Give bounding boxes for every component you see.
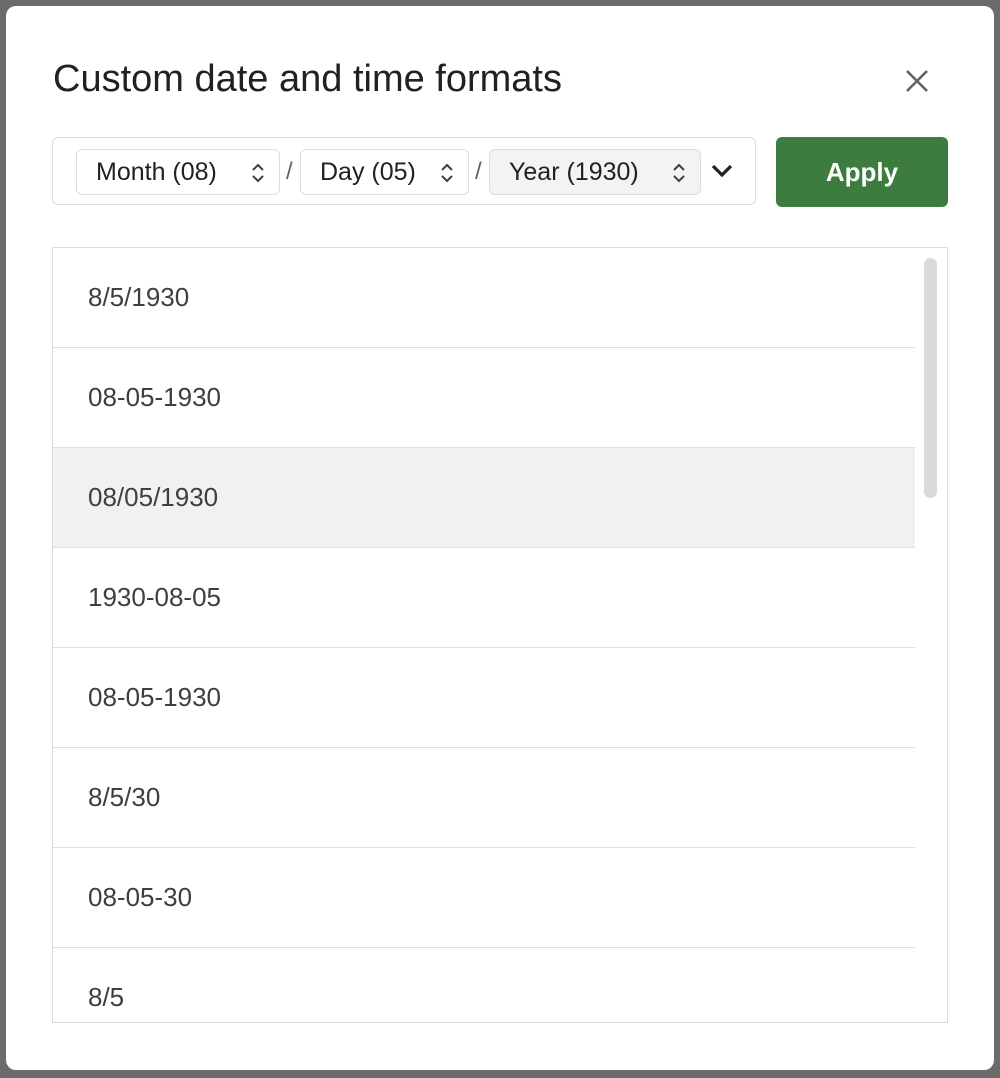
up-down-icon [441,163,453,183]
separator: / [475,158,482,185]
close-icon [906,70,928,92]
day-chip[interactable]: Day (05) [300,149,469,195]
up-down-icon [673,163,685,183]
format-option[interactable]: 1930-08-05 [53,548,915,648]
apply-button[interactable]: Apply [776,137,948,207]
format-option[interactable]: 8/5/1930 [53,248,915,348]
month-chip-label: Month (08) [96,157,217,186]
scrollbar-thumb[interactable] [924,258,937,498]
format-option[interactable]: 08-05-1930 [53,648,915,748]
up-down-icon [252,163,264,183]
year-chip[interactable]: Year (1930) [489,149,701,195]
format-option[interactable]: 8/5/30 [53,748,915,848]
month-chip[interactable]: Month (08) [76,149,280,195]
format-list: 8/5/1930 08-05-1930 08/05/1930 1930-08-05 08… [52,247,948,1023]
format-option[interactable]: 08-05-30 [53,848,915,948]
close-button[interactable] [900,64,934,98]
format-option[interactable]: 08-05-1930 [53,348,915,448]
dialog-title: Custom date and time formats [53,58,562,100]
chevron-down-icon[interactable] [709,158,735,184]
date-format-picker: Month (08) / Day (05) / Year (1930) [52,137,756,205]
format-option[interactable]: 08/05/1930 [53,448,915,548]
separator: / [286,158,293,185]
year-chip-label: Year (1930) [509,157,639,186]
custom-date-format-dialog: Custom date and time formats Month (08) … [6,6,994,1070]
day-chip-label: Day (05) [320,157,416,186]
format-option[interactable]: 8/5 [53,948,915,1022]
